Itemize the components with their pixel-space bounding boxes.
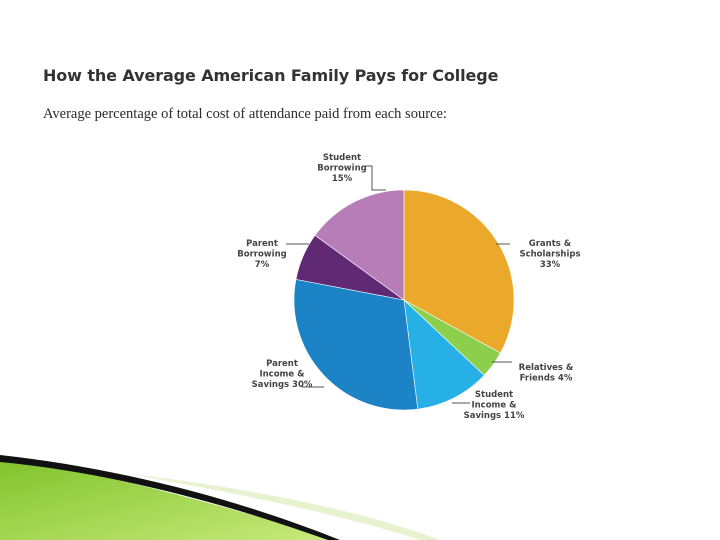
slice-label-line: Student (475, 390, 513, 400)
chart-title: How the Average American Family Pays for… (43, 66, 499, 85)
pie-slices (293, 189, 515, 411)
slice-label-line: Grants & (529, 239, 572, 249)
slice-label: Parent Income & Savings 30% (252, 359, 313, 390)
slice-label-line: Borrowing (237, 250, 286, 260)
slice-label-line: Parent (246, 239, 278, 249)
slice-label-line: Savings 30% (252, 380, 313, 390)
slice-label: Student Income & Savings 11% (464, 390, 525, 421)
slice-label: Student Borrowing 15% (317, 153, 366, 184)
slice-label-line: Income & (471, 401, 517, 411)
slice-label-line: Student (323, 153, 361, 163)
slice-label-line: Scholarships (519, 250, 580, 260)
pie-slice (293, 279, 419, 411)
leader-line (366, 165, 386, 191)
slice-label: Relatives & Friends 4% (519, 363, 574, 384)
chart-subtitle: Average percentage of total cost of atte… (43, 106, 447, 122)
slice-label: Grants & Scholarships 33% (519, 239, 580, 270)
leader-lines (286, 165, 512, 404)
pie-slice (314, 189, 405, 301)
slice-labels: Grants & Scholarships 33% Relatives & Friend… (237, 153, 580, 421)
slice-label-line: 15% (332, 174, 353, 184)
slice-label-line: Savings 11% (464, 411, 525, 421)
pie-slice (403, 299, 485, 410)
slice-label: Parent Borrowing 7% (237, 239, 286, 270)
slice-label-line: Relatives & (519, 363, 574, 373)
slice-label-line: 7% (255, 260, 270, 270)
slice-label-line: Friends 4% (520, 374, 573, 384)
slice-label-line: 33% (540, 260, 561, 270)
slice-label-line: Borrowing (317, 164, 366, 174)
slice-label-line: Income & (259, 370, 305, 380)
slice-label-line: Parent (266, 359, 298, 369)
